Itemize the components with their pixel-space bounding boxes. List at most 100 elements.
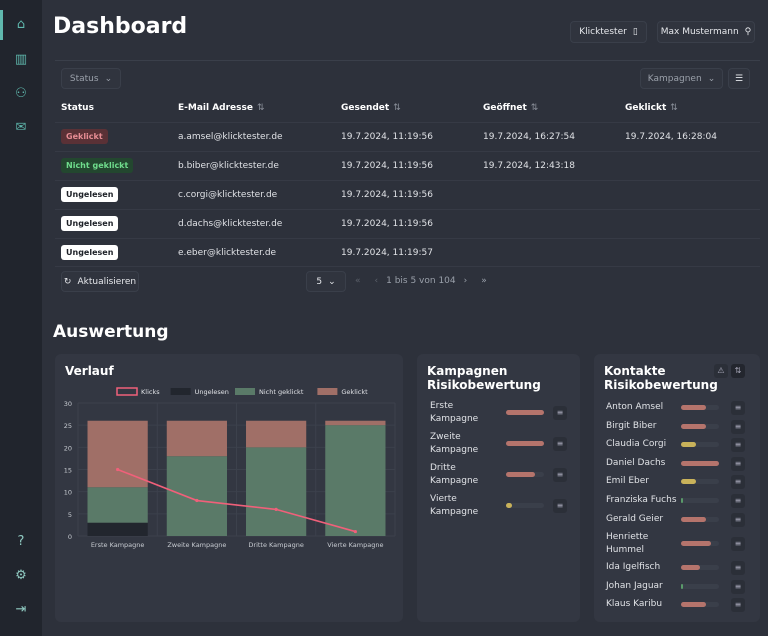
campaign-filter-label: Kampagnen	[647, 73, 702, 84]
menu-icon[interactable]: ≡	[731, 475, 745, 490]
kontakte-card: Kontakte Risikobewertung ⚠ ⇅ Anton Amsel …	[594, 354, 760, 622]
divider	[55, 266, 760, 267]
kontakte-title: Kontakte Risikobewertung	[604, 364, 718, 392]
page-info: 1 bis 5 von 104	[386, 276, 456, 286]
org-button[interactable]: Klicktester ▯	[570, 21, 647, 43]
menu-icon[interactable]: ≡	[553, 499, 567, 513]
last-page-icon[interactable]: »	[481, 276, 487, 286]
y-tick-label: 0	[68, 533, 72, 541]
contact-name: Daniel Dachs	[606, 457, 666, 468]
bar-geklickt	[325, 420, 386, 426]
risk-bar	[681, 423, 719, 429]
bar-nicht-geklickt	[325, 425, 386, 536]
status-badge: Ungelesen	[61, 245, 119, 260]
table-row[interactable]: Nicht geklickt b.biber@klicktester.de 19…	[55, 151, 760, 180]
sort-icon[interactable]: ⇅	[731, 364, 745, 378]
sort-icon[interactable]: ⇅	[530, 103, 539, 113]
menu-icon[interactable]: ≡	[553, 406, 567, 420]
section-title: Auswertung	[53, 322, 169, 342]
next-page-icon[interactable]: ›	[463, 276, 468, 286]
contact-name: Claudia Corgi	[606, 439, 667, 450]
user-icon: ⚲	[744, 27, 752, 37]
risk-bar	[681, 442, 719, 448]
status-filter[interactable]: Status ⌄	[61, 68, 121, 89]
campaign-name: Vierte Kampagne	[430, 494, 479, 517]
users-icon[interactable]: ⚇	[15, 86, 27, 101]
logout-icon[interactable]: ⇥	[15, 602, 27, 617]
risk-bar	[681, 516, 719, 522]
campaign-filter[interactable]: Kampagnen ⌄	[640, 68, 723, 89]
y-tick-label: 5	[68, 511, 72, 519]
pagination: « ‹ 1 bis 5 von 104 › »	[355, 276, 487, 286]
divider	[55, 60, 760, 61]
table-row[interactable]: Ungelesen d.dachs@klicktester.de 19.7.20…	[55, 209, 760, 238]
menu-icon[interactable]: ≡	[553, 437, 567, 451]
legend-label: Klicks	[141, 388, 160, 396]
page-size-value: 5	[316, 276, 323, 287]
bar-nicht-geklickt	[87, 487, 148, 523]
table-row[interactable]: Geklickt a.amsel@klicktester.de 19.7.202…	[55, 122, 760, 151]
home-icon[interactable]: ⌂	[16, 17, 26, 32]
status-filter-label: Status	[69, 73, 99, 84]
chevron-down-icon: ⌄	[328, 276, 336, 287]
menu-icon[interactable]: ≡	[731, 401, 745, 415]
legend-label: Geklickt	[341, 388, 368, 396]
col-sent[interactable]: Gesendet ⇅	[341, 103, 401, 113]
menu-icon[interactable]: ≡	[731, 598, 745, 613]
building-icon: ▯	[632, 27, 638, 37]
chevron-down-icon: ⌄	[104, 73, 113, 84]
legend-swatch	[235, 388, 255, 395]
menu-icon[interactable]: ≡	[731, 561, 745, 576]
legend-swatch	[116, 387, 138, 396]
y-tick-label: 25	[64, 422, 72, 430]
risk-bar	[506, 410, 544, 415]
sort-icon[interactable]: ⇅	[256, 103, 265, 113]
risk-bar	[681, 583, 719, 589]
risk-bar	[506, 441, 544, 446]
campaign-name: Zweite Kampagne	[430, 432, 479, 455]
contact-name: Birgit Biber	[606, 420, 657, 431]
refresh-label: Aktualisieren	[77, 276, 137, 287]
table-row[interactable]: Ungelesen c.corgi@klicktester.de 19.7.20…	[55, 180, 760, 209]
col-email[interactable]: E-Mail Adresse ⇅	[178, 103, 265, 113]
risk-bar	[681, 602, 719, 608]
help-icon[interactable]: ?	[17, 534, 25, 549]
prev-page-icon[interactable]: ‹	[374, 276, 379, 286]
col-status: Status	[61, 103, 94, 113]
menu-icon[interactable]: ≡	[731, 438, 745, 453]
mail-icon[interactable]: ✉	[15, 120, 27, 135]
menu-icon[interactable]: ≡	[731, 456, 745, 471]
menu-icon[interactable]: ≡	[731, 537, 745, 552]
page-size-select[interactable]: 5 ⌄	[306, 271, 346, 292]
status-badge: Geklickt	[61, 129, 108, 144]
user-button[interactable]: Max Mustermann ⚲	[657, 21, 755, 43]
columns-button[interactable]: ☰	[728, 68, 750, 89]
menu-icon[interactable]: ≡	[553, 468, 567, 482]
opened-cell: 19.7.2024, 12:43:18	[483, 161, 575, 171]
table-row[interactable]: Ungelesen e.eber@klicktester.de 19.7.202…	[55, 238, 760, 267]
menu-icon[interactable]: ≡	[731, 494, 745, 508]
contact-name: Johan Jaguar	[606, 580, 663, 591]
menu-icon[interactable]: ≡	[731, 512, 745, 527]
risk-bar	[681, 565, 719, 571]
settings-icon[interactable]: ⚙	[15, 568, 27, 583]
warning-filter-icon[interactable]: ⚠	[714, 364, 728, 378]
bar-geklickt	[246, 420, 307, 448]
sort-icon[interactable]: ⇅	[670, 103, 678, 113]
refresh-button[interactable]: ↻ Aktualisieren	[61, 271, 139, 292]
col-clicked[interactable]: Geklickt ⇅	[625, 103, 678, 113]
kampagnen-title: Kampagnen Risikobewertung	[427, 364, 541, 392]
contact-name: Emil Eber	[606, 476, 649, 487]
menu-icon[interactable]: ≡	[731, 579, 745, 594]
col-opened[interactable]: Geöffnet ⇅	[483, 103, 539, 113]
y-tick-label: 30	[64, 400, 72, 408]
point-klicks	[274, 507, 278, 511]
contact-name: Klaus Karibu	[606, 599, 663, 610]
email-cell: e.eber@klicktester.de	[178, 248, 277, 258]
first-page-icon[interactable]: «	[355, 276, 361, 286]
sort-icon[interactable]: ⇅	[393, 103, 401, 113]
menu-icon[interactable]: ≡	[731, 419, 745, 434]
opened-cell: 19.7.2024, 16:27:54	[483, 132, 575, 142]
bar-ungelesen	[87, 522, 148, 536]
building-icon[interactable]: ▥	[14, 52, 28, 67]
